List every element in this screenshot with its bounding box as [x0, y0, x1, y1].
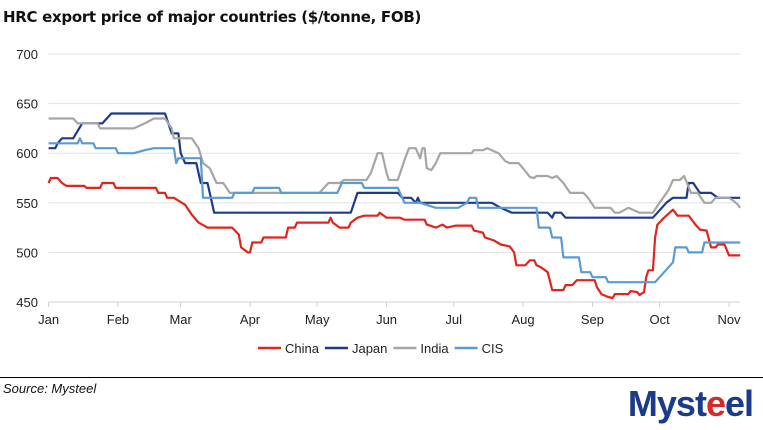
x-tick-label: May [305, 312, 330, 327]
legend-label-india: India [420, 341, 449, 356]
legend-label-japan: Japan [352, 341, 387, 356]
footer-divider [0, 377, 763, 378]
series-line-india [48, 117, 742, 214]
x-tick-label: Jun [376, 312, 397, 327]
y-axis: 450 500 550 600 650 700 [16, 47, 38, 310]
x-tick-label: Sep [581, 312, 604, 327]
x-axis: Jan Feb Mar Apr May Jun Jul Aug Sep Oct Nov [38, 301, 741, 327]
x-tick-label: Jul [445, 312, 462, 327]
x-tick-label: Aug [512, 312, 535, 327]
gridlines [48, 53, 741, 253]
legend: China Japan India CIS [258, 341, 504, 356]
y-tick-label: 700 [16, 47, 38, 62]
y-tick-label: 550 [16, 196, 38, 211]
x-tick-label: Feb [107, 312, 129, 327]
line-chart: 450 500 550 600 650 700 Jan Feb Mar Apr May Jun Jul… [16, 47, 742, 356]
source-note: Source: Mysteel [3, 381, 97, 396]
series-lines [47, 112, 742, 300]
chart-title: HRC export price of major countries ($/t… [3, 8, 422, 26]
x-tick-label: Jan [38, 312, 59, 327]
legend-label-cis: CIS [482, 341, 504, 356]
y-tick-label: 500 [16, 245, 38, 260]
y-tick-label: 450 [16, 295, 38, 310]
x-tick-label: Nov [717, 312, 741, 327]
y-tick-label: 650 [16, 97, 38, 112]
x-tick-label: Oct [649, 312, 670, 327]
series-line-japan [48, 112, 741, 219]
x-tick-label: Mar [169, 312, 192, 327]
legend-label-china: China [285, 341, 320, 356]
series-line-china [47, 176, 741, 300]
mysteel-logo: Mysteel [627, 383, 754, 424]
series-line-cis [48, 137, 741, 284]
y-tick-label: 600 [16, 146, 38, 161]
x-tick-label: Apr [240, 312, 261, 327]
